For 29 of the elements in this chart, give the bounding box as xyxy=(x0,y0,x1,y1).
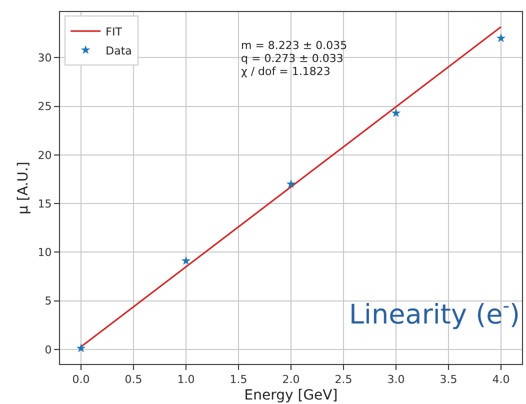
y-tick-label: 25 xyxy=(38,100,52,114)
x-tick-label: 4.0 xyxy=(492,373,510,386)
annotation: q = 0.273 ± 0.033 xyxy=(241,52,344,65)
x-tick-label: 1.0 xyxy=(177,373,195,386)
y-axis-title: μ [A.U.] xyxy=(15,162,32,214)
y-tick-label: 10 xyxy=(38,246,52,260)
annotation: Linearity (e$^{-}$) xyxy=(349,295,520,330)
x-tick-label: 3.5 xyxy=(440,373,458,386)
x-tick-label: 3.0 xyxy=(387,373,405,386)
point xyxy=(391,108,401,118)
x-axis-title: Energy [GeV] xyxy=(244,388,338,404)
x-tick-label: 2.0 xyxy=(282,373,300,386)
y-tick-label: 0 xyxy=(44,343,52,356)
point xyxy=(286,179,296,188)
annotation: m = 8.223 ± 0.035 xyxy=(241,39,348,52)
y-tick-label: 15 xyxy=(38,197,52,210)
y-tick-label: 30 xyxy=(38,52,52,65)
legend-label: Data xyxy=(106,44,132,58)
x-tick-label: 1.5 xyxy=(230,373,248,386)
legend-label: FIT xyxy=(106,25,122,38)
y-tick-label: 5 xyxy=(44,294,52,308)
x-tick-label: 0.5 xyxy=(124,373,142,386)
point xyxy=(181,256,191,265)
point xyxy=(76,344,86,352)
x-tick-label: 0.0 xyxy=(72,373,90,386)
point xyxy=(496,33,506,42)
y-tick-label: 20 xyxy=(38,148,52,162)
x-tick-label: 2.5 xyxy=(334,373,352,386)
annotation: χ / dof = 1.1823 xyxy=(241,65,330,78)
